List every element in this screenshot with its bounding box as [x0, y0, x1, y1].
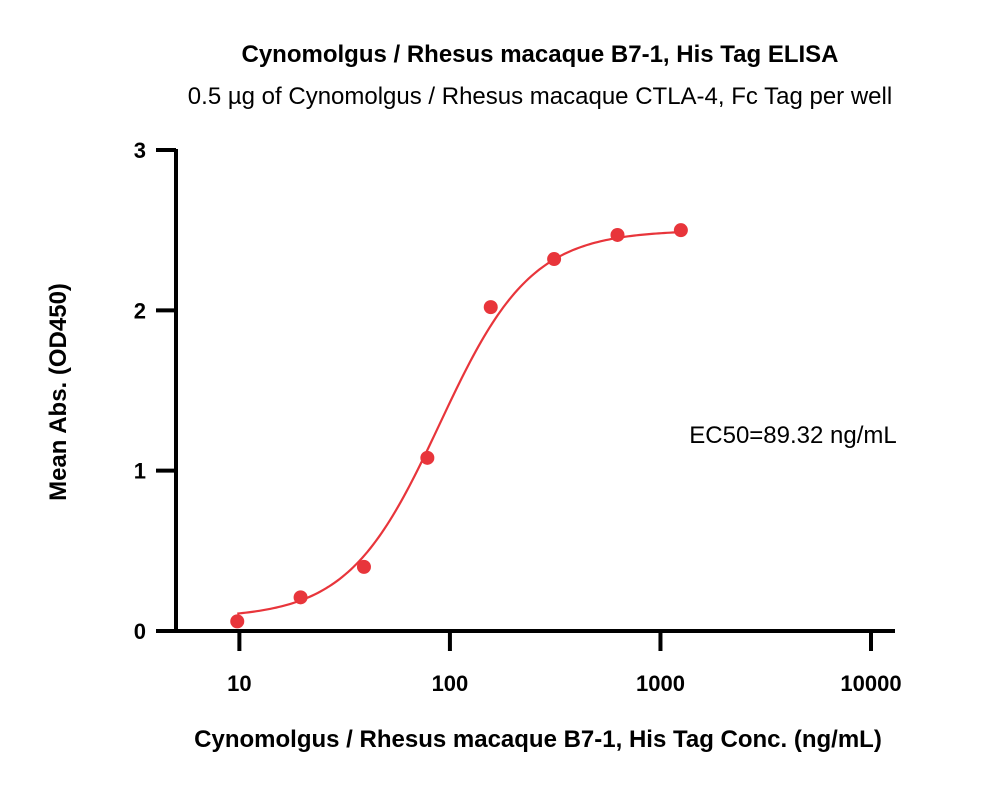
plot-area: 0 1 2 3 10 100 1000 10000 [134, 138, 902, 696]
y-tick-label: 1 [134, 459, 146, 484]
x-axis-label: Cynomolgus / Rhesus macaque B7-1, His Ta… [194, 726, 882, 753]
y-tick-label: 2 [134, 298, 146, 323]
y-tick-label: 0 [134, 619, 146, 644]
data-point [420, 450, 435, 465]
x-tick-label: 1000 [636, 671, 685, 696]
data-point [610, 227, 625, 242]
data-point [356, 559, 371, 574]
chart-subtitle: 0.5 µg of Cynomolgus / Rhesus macaque CT… [188, 83, 892, 110]
data-point [230, 614, 245, 629]
data-point [547, 252, 562, 267]
fit-curve [237, 231, 681, 615]
data-point [293, 590, 308, 605]
x-tick-label: 10 [227, 671, 251, 696]
data-point [483, 300, 498, 315]
x-tick-label: 10000 [840, 671, 901, 696]
y-axis-label: Mean Abs. (OD450) [45, 283, 72, 501]
ec50-annotation: EC50=89.32 ng/mL [689, 422, 896, 449]
x-tick-label: 100 [432, 671, 469, 696]
data-point [673, 223, 688, 238]
chart-title: Cynomolgus / Rhesus macaque B7-1, His Ta… [241, 41, 838, 68]
y-tick-label: 3 [134, 138, 146, 163]
